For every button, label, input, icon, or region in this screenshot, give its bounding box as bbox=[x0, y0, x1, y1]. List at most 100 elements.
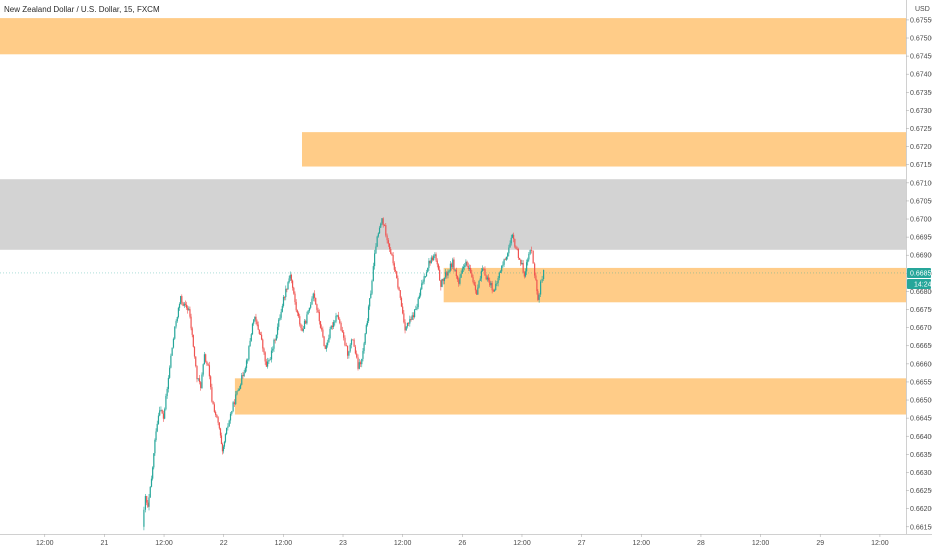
candle-body bbox=[540, 281, 542, 295]
x-tick-label: 12:00 bbox=[36, 540, 54, 547]
candle-body bbox=[315, 297, 317, 305]
candle-body bbox=[200, 382, 202, 389]
candle-body bbox=[399, 290, 401, 298]
candle-body bbox=[406, 322, 409, 327]
candle-body bbox=[280, 311, 282, 318]
candle-body bbox=[227, 426, 229, 428]
candle-body bbox=[325, 345, 328, 349]
candle-body bbox=[264, 352, 266, 362]
candle-body bbox=[161, 409, 163, 414]
candle-body bbox=[319, 321, 322, 328]
candle-body bbox=[370, 293, 372, 299]
candle-body bbox=[339, 319, 341, 323]
candle-body bbox=[493, 290, 496, 292]
candle-body bbox=[436, 260, 438, 265]
supply-zone[interactable] bbox=[443, 267, 906, 303]
candle-body bbox=[428, 260, 430, 268]
candle-body bbox=[273, 339, 275, 349]
candle-body bbox=[251, 323, 254, 335]
candle-body bbox=[543, 269, 545, 280]
candle-body bbox=[323, 336, 325, 347]
x-tick-label: 12:00 bbox=[871, 540, 889, 547]
candle-body bbox=[297, 312, 300, 317]
x-tick-label: 12:00 bbox=[513, 540, 531, 547]
candle-body bbox=[484, 268, 486, 276]
candle-body bbox=[213, 404, 215, 412]
candle-body bbox=[257, 324, 259, 330]
candle-body bbox=[340, 322, 342, 331]
candle-body bbox=[433, 255, 435, 261]
candle-body bbox=[166, 388, 168, 396]
candle-body bbox=[219, 428, 222, 436]
candle-body bbox=[452, 259, 454, 268]
candle-body bbox=[418, 295, 420, 299]
supply-zone[interactable] bbox=[234, 378, 906, 415]
candle-body bbox=[513, 234, 515, 239]
candle-body bbox=[207, 364, 209, 366]
candle-body bbox=[412, 315, 415, 318]
candle-body bbox=[478, 280, 480, 288]
candle-body bbox=[169, 367, 171, 378]
candle-body bbox=[376, 236, 378, 247]
candle-body bbox=[143, 509, 145, 527]
candle-body bbox=[427, 267, 429, 273]
candle-body bbox=[238, 388, 240, 390]
candle-body bbox=[225, 427, 228, 435]
range-zone[interactable] bbox=[0, 179, 906, 250]
candle-body bbox=[262, 339, 264, 349]
candle-body bbox=[301, 327, 303, 331]
candle-body bbox=[155, 431, 157, 440]
candle-body bbox=[446, 272, 448, 276]
candle-body bbox=[160, 409, 162, 411]
candle-body bbox=[336, 315, 338, 317]
time-axis[interactable] bbox=[0, 534, 932, 550]
candle-body bbox=[192, 334, 194, 347]
candle-body bbox=[366, 320, 369, 326]
candle-body bbox=[435, 254, 437, 261]
candle-body bbox=[249, 340, 251, 347]
candle-body bbox=[284, 296, 286, 298]
candle-body bbox=[311, 298, 313, 305]
x-tick-label: 12:00 bbox=[633, 540, 651, 547]
candle-body bbox=[270, 350, 273, 360]
candle-body bbox=[486, 277, 488, 280]
candle-body bbox=[285, 288, 287, 298]
candle-body bbox=[205, 354, 207, 362]
candle-body bbox=[518, 258, 521, 260]
candle-body bbox=[531, 249, 533, 251]
candle-body bbox=[188, 309, 190, 311]
candle-body bbox=[241, 375, 243, 385]
candle-body bbox=[317, 309, 319, 313]
x-tick-label: 12:00 bbox=[752, 540, 770, 547]
candle-body bbox=[490, 282, 492, 286]
supply-zone[interactable] bbox=[0, 18, 906, 55]
supply-zone[interactable] bbox=[302, 132, 906, 167]
candle-body bbox=[178, 303, 181, 308]
candle-body bbox=[345, 345, 347, 347]
candle-body bbox=[187, 307, 189, 311]
candle-body bbox=[281, 305, 283, 312]
candle-body bbox=[236, 390, 238, 395]
candle-body bbox=[231, 411, 233, 414]
candle-body bbox=[521, 262, 523, 265]
candle-body bbox=[367, 306, 370, 321]
candle-body bbox=[269, 359, 271, 361]
candle-body bbox=[386, 235, 388, 241]
candle-body bbox=[156, 423, 158, 432]
candle-body bbox=[316, 304, 318, 310]
candle-body bbox=[392, 255, 394, 264]
candle-body bbox=[501, 265, 503, 272]
candle-body bbox=[329, 328, 331, 338]
candle-body bbox=[524, 271, 527, 277]
candle-body bbox=[445, 272, 447, 278]
candle-body bbox=[182, 302, 184, 306]
candle-body bbox=[358, 362, 360, 369]
candle-body bbox=[278, 319, 280, 327]
candle-body bbox=[201, 374, 203, 389]
